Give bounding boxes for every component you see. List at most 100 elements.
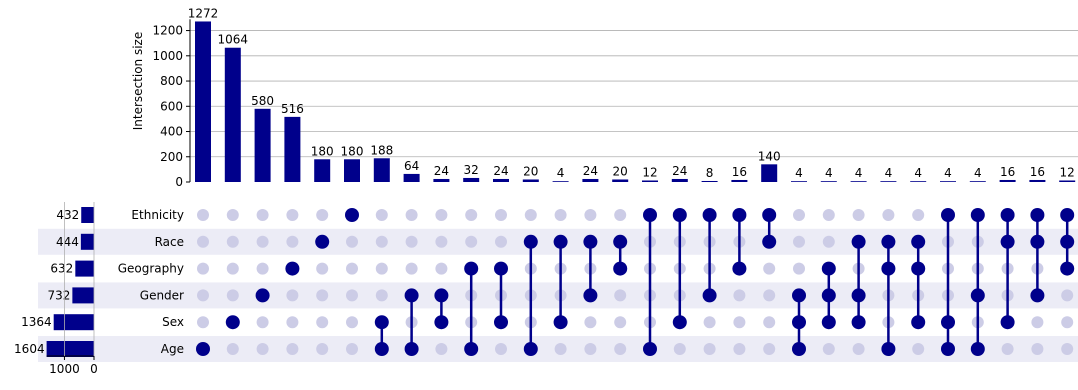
empty-dot (435, 262, 448, 275)
filled-dot-ethnicity (762, 208, 777, 222)
filled-dot-ethnicity (1000, 208, 1015, 222)
filled-dot-sex (851, 315, 866, 330)
intersection-bar-8 (403, 173, 420, 182)
intersection-bar-label-28: 16 (1000, 165, 1015, 179)
empty-dot (256, 209, 269, 221)
filled-dot-sex (434, 315, 449, 330)
filled-dot-geography (821, 261, 836, 276)
empty-dot (256, 262, 269, 275)
empty-dot (226, 235, 239, 248)
empty-dot (763, 343, 776, 355)
intersection-bar-label-5: 180 (311, 144, 334, 158)
intersection-size-axis: 0 200 400 600 800 1000 1200 (152, 19, 191, 189)
set-size-tick-label: 0 (90, 362, 98, 376)
set-label-gender: Gender (140, 288, 184, 302)
set-size-bar-race (80, 233, 94, 250)
set-label-ethnicity: Ethnicity (131, 208, 184, 222)
empty-dot (435, 235, 448, 248)
set-label-race: Race (155, 235, 184, 249)
empty-dot (256, 343, 269, 355)
set-label-geography: Geography (118, 262, 184, 276)
filled-dot-race (583, 234, 598, 249)
empty-dot (733, 289, 746, 302)
empty-dot (316, 343, 329, 355)
empty-dot (912, 209, 925, 221)
intersection-bar-15 (612, 179, 629, 182)
empty-dot (226, 343, 239, 355)
empty-dot (465, 209, 478, 221)
set-size-label-gender: 732 (47, 288, 70, 302)
intersection-bar-13 (552, 181, 569, 182)
set-size-tick-label: 1000 (49, 362, 80, 376)
intersection-bar-label-1: 1272 (188, 6, 219, 20)
intersection-bar-11 (493, 178, 509, 182)
intersection-bar-label-18: 8 (706, 166, 714, 180)
intersection-bar-14 (582, 178, 599, 182)
filled-dot-age (881, 342, 896, 356)
filled-dot-race (315, 234, 330, 249)
empty-dot (1001, 343, 1014, 355)
filled-dot-age (941, 342, 955, 356)
filled-dot-race (613, 234, 628, 249)
intersection-bar-29 (1029, 179, 1046, 182)
set-size-bar-ethnicity (81, 207, 94, 223)
intersection-bar-label-7: 188 (370, 143, 393, 157)
filled-dot-sex (672, 315, 687, 330)
filled-dot-geography (1060, 261, 1075, 276)
set-size-label-age: 1604 (14, 342, 45, 356)
intersection-bar-22 (820, 181, 837, 182)
empty-dot (793, 262, 805, 275)
intersection-bar-4 (284, 116, 301, 182)
intersection-bar-label-16: 12 (642, 165, 657, 179)
empty-dot (554, 343, 567, 355)
empty-dot (495, 343, 507, 355)
intersection-bar-label-8: 64 (404, 159, 419, 173)
empty-dot (1061, 316, 1074, 329)
empty-dot (405, 262, 418, 275)
empty-dot (316, 209, 329, 221)
empty-dot (524, 209, 537, 221)
gridlines (190, 30, 1078, 158)
set-size-bars: 432 444 632 732 1364 1604 (14, 207, 94, 357)
empty-dot (852, 209, 865, 221)
empty-dot (763, 289, 776, 302)
intersection-bar-5 (314, 159, 331, 182)
empty-dot (673, 343, 686, 355)
empty-dot (286, 235, 299, 248)
empty-dot (763, 316, 776, 329)
intersection-bar-16 (642, 180, 658, 182)
empty-dot (226, 209, 239, 221)
intersection-bar-23 (850, 181, 867, 182)
empty-dot (197, 209, 209, 221)
intersection-bar-label-17: 24 (672, 164, 687, 178)
intersection-bar-label-3: 580 (251, 94, 274, 108)
empty-dot (554, 209, 567, 221)
intersection-bar-labels: 1272 1064 580 516 180 180 188 64 24 32 24 20 4 24 20 12… (188, 6, 1075, 180)
empty-dot (405, 235, 418, 248)
empty-dot (703, 316, 716, 329)
y-tick-label: 1000 (152, 49, 183, 63)
intersection-bar-12 (522, 179, 539, 182)
filled-dot-race (1060, 234, 1075, 249)
intersection-bar-18 (701, 180, 718, 182)
empty-dot (614, 289, 627, 302)
empty-dot (584, 316, 597, 329)
filled-dot-gender (583, 288, 598, 303)
intersection-bar-label-2: 1064 (218, 33, 249, 47)
intersection-bar-label-19: 16 (732, 165, 747, 179)
intersection-bar-label-25: 4 (914, 166, 922, 180)
filled-dot-sex (225, 315, 240, 330)
empty-dot (435, 209, 448, 221)
intersection-bar-17 (671, 178, 688, 182)
filled-dot-ethnicity (970, 208, 985, 222)
intersection-bar-label-13: 4 (557, 166, 565, 180)
set-size-label-geography: 632 (50, 262, 73, 276)
filled-dot-sex (494, 315, 508, 330)
empty-dot (822, 343, 835, 355)
filled-dot-sex (374, 315, 389, 330)
intersection-bar-21 (791, 181, 807, 182)
empty-dot (584, 343, 597, 355)
filled-dot-gender (702, 288, 717, 303)
set-size-bar-gender (72, 287, 94, 304)
